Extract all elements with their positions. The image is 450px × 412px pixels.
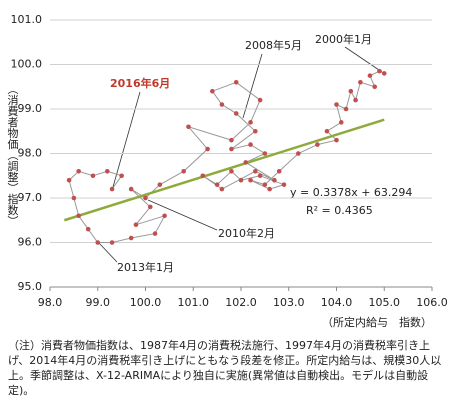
annotation: 2010年2月 xyxy=(218,226,275,240)
point xyxy=(243,160,249,165)
x-tick-label: 105.0 xyxy=(369,296,401,309)
point xyxy=(181,169,186,174)
chart: （消費者物価（調整）指数） （所定内給与 指数） 2008年5月 2000年1月… xyxy=(6,13,448,329)
point xyxy=(128,235,134,241)
point xyxy=(214,182,220,187)
y-tick-label: 100.0 xyxy=(11,58,43,71)
point xyxy=(262,182,268,187)
point xyxy=(257,173,263,179)
point xyxy=(248,177,253,183)
point xyxy=(76,213,81,219)
y-tick-label: 101.0 xyxy=(11,13,43,26)
point xyxy=(262,151,268,156)
point xyxy=(367,73,373,78)
y-tick-label: 99.0 xyxy=(18,102,43,115)
y-tick-label: 95.0 xyxy=(18,280,43,293)
point xyxy=(229,146,234,152)
point xyxy=(229,137,234,143)
annotation: 2000年1月 xyxy=(315,32,372,46)
point xyxy=(109,240,115,245)
x-tick-label: 100.0 xyxy=(130,296,162,309)
point xyxy=(338,120,344,125)
point xyxy=(248,142,253,147)
point xyxy=(372,84,378,90)
point xyxy=(276,169,282,174)
point xyxy=(334,102,339,107)
y-tick-label: 97.0 xyxy=(18,191,43,204)
point xyxy=(90,173,96,179)
point xyxy=(219,102,225,107)
x-tick-label: 98.0 xyxy=(38,296,63,309)
annotation: 2016年6月 xyxy=(110,76,170,90)
equation: y = 0.3378x + 63.294 xyxy=(290,186,412,199)
point xyxy=(377,68,382,74)
point xyxy=(238,177,244,183)
point xyxy=(147,204,153,210)
x-tick-label: 106.0 xyxy=(416,296,448,309)
r-squared: R² = 0.4365 xyxy=(306,204,373,217)
point xyxy=(66,177,72,183)
point xyxy=(353,97,358,103)
point xyxy=(205,146,210,152)
point xyxy=(324,128,330,134)
x-tick-label: 99.0 xyxy=(86,296,111,309)
point xyxy=(348,88,354,94)
point xyxy=(233,80,239,85)
point xyxy=(109,186,115,192)
y-axis-label: （消費者物価（調整）指数） xyxy=(6,84,19,227)
point xyxy=(95,240,101,245)
point xyxy=(143,195,148,201)
point xyxy=(133,222,139,227)
point xyxy=(128,186,134,192)
point xyxy=(248,120,253,125)
point xyxy=(296,151,301,156)
point xyxy=(200,173,206,179)
point xyxy=(157,182,163,187)
x-tick-label: 103.0 xyxy=(273,296,305,309)
point xyxy=(71,195,77,201)
y-tick-label: 98.0 xyxy=(18,147,43,160)
point xyxy=(358,80,363,85)
point xyxy=(105,169,110,174)
trend-line xyxy=(63,118,385,222)
point xyxy=(267,186,272,192)
point xyxy=(334,137,339,143)
point xyxy=(281,182,287,187)
point xyxy=(253,169,258,174)
point xyxy=(119,173,124,179)
point xyxy=(85,226,91,232)
point xyxy=(253,128,258,134)
point xyxy=(229,169,234,174)
point xyxy=(343,106,349,112)
point xyxy=(210,88,215,94)
annotation: 2008年5月 xyxy=(245,38,302,52)
point xyxy=(233,111,239,116)
point xyxy=(272,177,277,183)
point xyxy=(257,97,263,103)
point xyxy=(186,124,191,130)
point xyxy=(381,71,387,76)
point xyxy=(152,231,158,236)
point xyxy=(315,142,320,147)
y-tick-label: 96.0 xyxy=(18,236,43,249)
point xyxy=(76,169,81,174)
x-tick-label: 104.0 xyxy=(321,296,353,309)
x-axis-label: （所定内給与 指数） xyxy=(322,315,432,329)
annotation: 2013年1月 xyxy=(117,260,174,274)
point xyxy=(162,213,167,219)
x-tick-label: 102.0 xyxy=(225,296,257,309)
x-tick-label: 101.0 xyxy=(178,296,210,309)
point xyxy=(219,186,225,192)
arrows xyxy=(98,46,383,263)
note: （注）消費者物価指数は、1987年4月の消費税法施行、1997年4月の消費税率引… xyxy=(8,339,442,397)
